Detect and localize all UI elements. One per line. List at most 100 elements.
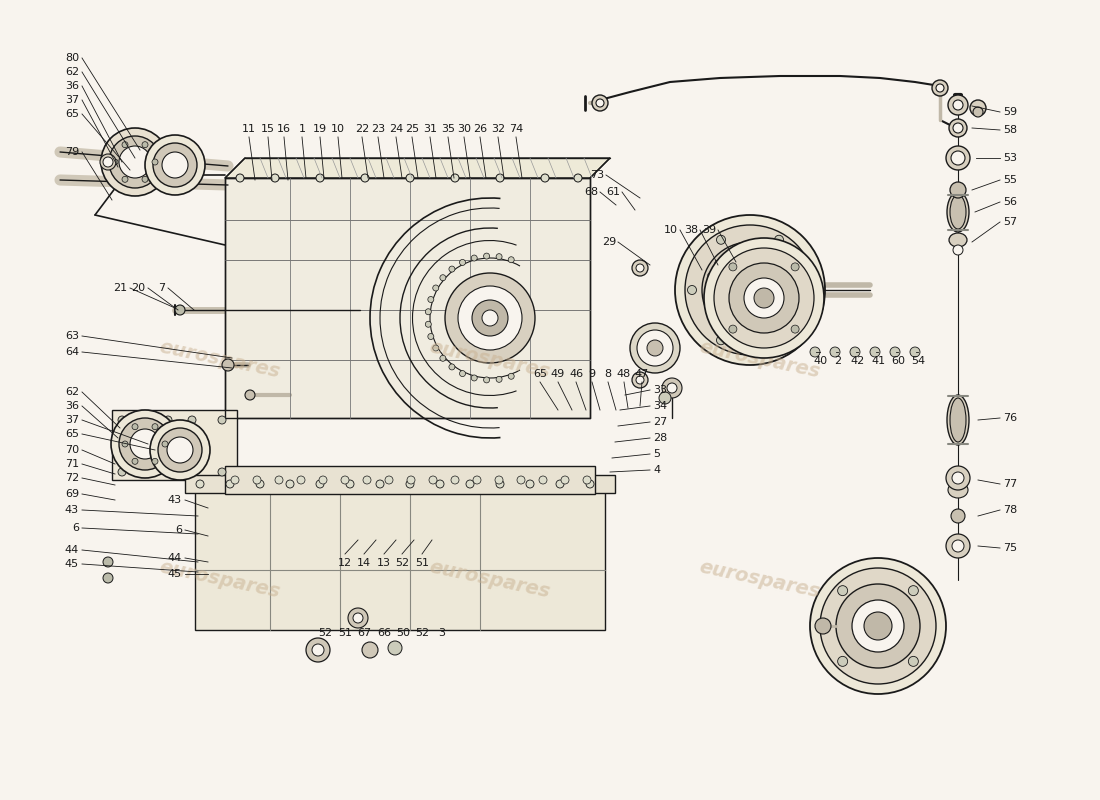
Text: 69: 69 xyxy=(65,489,79,499)
Circle shape xyxy=(460,259,465,266)
Circle shape xyxy=(428,297,433,302)
Circle shape xyxy=(539,476,547,484)
Circle shape xyxy=(353,613,363,623)
Text: 10: 10 xyxy=(331,124,345,134)
Circle shape xyxy=(667,383,676,393)
Polygon shape xyxy=(226,178,590,418)
Circle shape xyxy=(630,323,680,373)
Circle shape xyxy=(312,644,324,656)
Circle shape xyxy=(685,225,815,355)
Circle shape xyxy=(132,424,138,430)
Text: 65: 65 xyxy=(65,109,79,119)
Text: 49: 49 xyxy=(551,369,565,379)
Circle shape xyxy=(950,182,966,198)
Text: 4: 4 xyxy=(653,465,660,475)
Circle shape xyxy=(361,174,368,182)
Text: 70: 70 xyxy=(65,445,79,455)
Text: 71: 71 xyxy=(65,459,79,469)
Circle shape xyxy=(779,260,785,266)
Circle shape xyxy=(647,340,663,356)
Circle shape xyxy=(910,347,920,357)
Circle shape xyxy=(583,476,591,484)
Text: 52: 52 xyxy=(395,558,409,568)
Text: 22: 22 xyxy=(355,124,370,134)
Text: 47: 47 xyxy=(635,369,649,379)
Text: 29: 29 xyxy=(602,237,616,247)
Circle shape xyxy=(768,250,774,257)
Circle shape xyxy=(688,286,696,294)
Circle shape xyxy=(791,325,799,333)
Circle shape xyxy=(789,287,795,293)
Circle shape xyxy=(586,480,594,488)
Circle shape xyxy=(484,377,490,383)
Circle shape xyxy=(150,420,210,480)
Text: 76: 76 xyxy=(1003,413,1018,423)
Circle shape xyxy=(946,534,970,558)
Circle shape xyxy=(458,286,522,350)
Circle shape xyxy=(496,174,504,182)
Text: 9: 9 xyxy=(588,369,595,379)
Circle shape xyxy=(716,235,726,244)
Text: 1: 1 xyxy=(298,124,306,134)
Circle shape xyxy=(837,586,848,596)
Circle shape xyxy=(188,416,196,424)
Circle shape xyxy=(188,468,196,476)
Circle shape xyxy=(406,480,414,488)
Circle shape xyxy=(952,472,964,484)
Text: 59: 59 xyxy=(1003,107,1018,117)
Circle shape xyxy=(716,336,726,345)
Circle shape xyxy=(953,245,962,255)
Circle shape xyxy=(636,376,644,384)
Text: 38: 38 xyxy=(684,225,699,235)
Text: eurospares: eurospares xyxy=(428,558,552,602)
Circle shape xyxy=(744,278,784,318)
Text: 12: 12 xyxy=(338,558,352,568)
Text: 3: 3 xyxy=(439,628,446,638)
Circle shape xyxy=(167,437,192,463)
Circle shape xyxy=(103,573,113,583)
Text: 41: 41 xyxy=(871,356,886,366)
Circle shape xyxy=(100,154,116,170)
Circle shape xyxy=(574,174,582,182)
Circle shape xyxy=(271,174,279,182)
Circle shape xyxy=(946,146,970,170)
Circle shape xyxy=(675,215,825,365)
Text: 72: 72 xyxy=(65,473,79,483)
Text: 44: 44 xyxy=(65,545,79,555)
Circle shape xyxy=(152,458,158,464)
Circle shape xyxy=(870,347,880,357)
Circle shape xyxy=(449,266,455,272)
Circle shape xyxy=(103,557,113,567)
Circle shape xyxy=(142,176,148,182)
Circle shape xyxy=(541,174,549,182)
Circle shape xyxy=(111,410,179,478)
Text: 64: 64 xyxy=(65,347,79,357)
Circle shape xyxy=(446,273,535,363)
Text: 14: 14 xyxy=(356,558,371,568)
Circle shape xyxy=(974,107,983,117)
Circle shape xyxy=(103,157,113,167)
Text: 53: 53 xyxy=(1003,153,1018,163)
Circle shape xyxy=(122,142,128,148)
Circle shape xyxy=(949,119,967,137)
Text: 57: 57 xyxy=(1003,217,1018,227)
Circle shape xyxy=(953,123,962,133)
Text: eurospares: eurospares xyxy=(428,338,552,382)
Text: 55: 55 xyxy=(1003,175,1018,185)
Circle shape xyxy=(786,273,792,278)
Text: 6: 6 xyxy=(175,525,182,535)
Circle shape xyxy=(508,374,514,379)
Text: 58: 58 xyxy=(1003,125,1018,135)
Circle shape xyxy=(496,254,502,260)
Circle shape xyxy=(729,263,737,271)
Circle shape xyxy=(755,328,760,334)
Circle shape xyxy=(316,174,324,182)
Text: 15: 15 xyxy=(261,124,275,134)
Circle shape xyxy=(112,159,118,165)
Circle shape xyxy=(946,466,970,490)
Circle shape xyxy=(449,364,455,370)
Text: 34: 34 xyxy=(653,401,667,411)
Circle shape xyxy=(496,480,504,488)
Circle shape xyxy=(119,418,170,470)
Text: 46: 46 xyxy=(569,369,583,379)
